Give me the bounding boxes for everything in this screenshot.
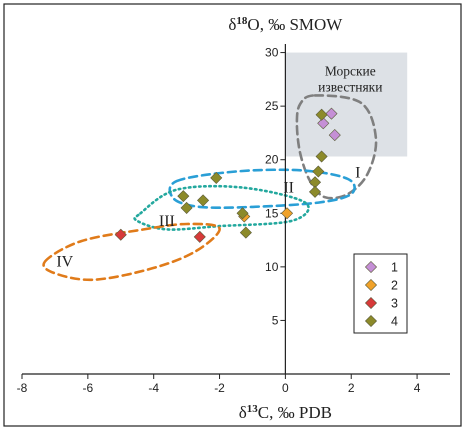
data-point-series-3 — [114, 228, 127, 241]
y-tick-label: 25 — [265, 99, 279, 113]
legend-marker-1 — [364, 260, 378, 274]
y-axis-title-mass: 18 — [236, 15, 248, 27]
marine-limestone-region — [285, 52, 408, 157]
legend-label-2: 2 — [391, 279, 398, 293]
data-point-series-3 — [193, 230, 206, 243]
y-axis-title-element: O — [247, 15, 259, 34]
y-axis-title-delta: δ — [228, 15, 236, 34]
data-point-series-1 — [328, 129, 341, 142]
data-point-series-4 — [239, 226, 252, 239]
y-tick-label: 30 — [265, 46, 279, 60]
y-axis-title-unit: , ‰ SMOW — [260, 15, 344, 34]
y-axis-title: δ18O, ‰ SMOW — [228, 15, 343, 34]
group-label-IV: IV — [56, 254, 73, 271]
marine-limestone-label-line: Морские — [325, 64, 376, 79]
data-point-series-4 — [177, 190, 190, 203]
legend-label-4: 4 — [391, 315, 398, 329]
x-axis-title: δ13C, ‰ PDB — [239, 403, 332, 422]
data-point-series-1 — [317, 117, 330, 130]
x-axis-title-delta: δ — [239, 403, 247, 422]
data-point-series-4 — [180, 201, 193, 214]
data-point-series-2 — [281, 207, 294, 220]
legend-marker-4 — [364, 314, 378, 328]
y-tick-label: 15 — [265, 206, 279, 220]
y-tick-label: 5 — [272, 313, 279, 327]
y-tick-label: 20 — [265, 153, 279, 167]
group-label-II: II — [283, 180, 294, 197]
legend-marker-2 — [364, 278, 378, 292]
y-tick-label: 10 — [265, 260, 279, 274]
x-tick-label: -6 — [83, 381, 94, 395]
data-point-series-4 — [197, 194, 210, 207]
group-outline-III — [133, 184, 310, 231]
legend-label-3: 3 — [391, 297, 398, 311]
data-point-series-4 — [236, 207, 249, 220]
data-point-series-4 — [312, 165, 325, 178]
data-point-series-1 — [325, 107, 338, 120]
data-point-series-4 — [315, 150, 328, 163]
x-tick-label: 4 — [414, 381, 421, 395]
group-label-I: I — [355, 165, 360, 182]
group-outline-IV — [42, 222, 221, 282]
marine-limestone-label-line: известняки — [318, 80, 382, 95]
x-axis-title-element: C — [258, 403, 269, 422]
data-point-series-4 — [308, 185, 322, 198]
legend-marker-3 — [364, 296, 378, 310]
legend-box — [353, 253, 408, 334]
x-tick-label: 0 — [282, 381, 289, 395]
group-outline-I — [295, 94, 378, 200]
group-label-III: III — [159, 213, 175, 230]
legend-label-1: 1 — [391, 261, 398, 275]
x-tick-label: -2 — [214, 381, 225, 395]
figure-frame — [3, 3, 462, 427]
x-tick-label: 2 — [348, 381, 355, 395]
x-axis-title-unit: , ‰ PDB — [269, 403, 332, 422]
group-outline-II — [168, 168, 356, 209]
x-tick-label: -4 — [148, 381, 159, 395]
data-point-series-4 — [315, 108, 328, 121]
x-tick-label: -8 — [17, 381, 28, 395]
marine-limestone-label: Морские известняки — [318, 64, 382, 95]
data-point-series-4 — [210, 171, 223, 184]
x-axis-title-mass: 13 — [247, 403, 259, 415]
